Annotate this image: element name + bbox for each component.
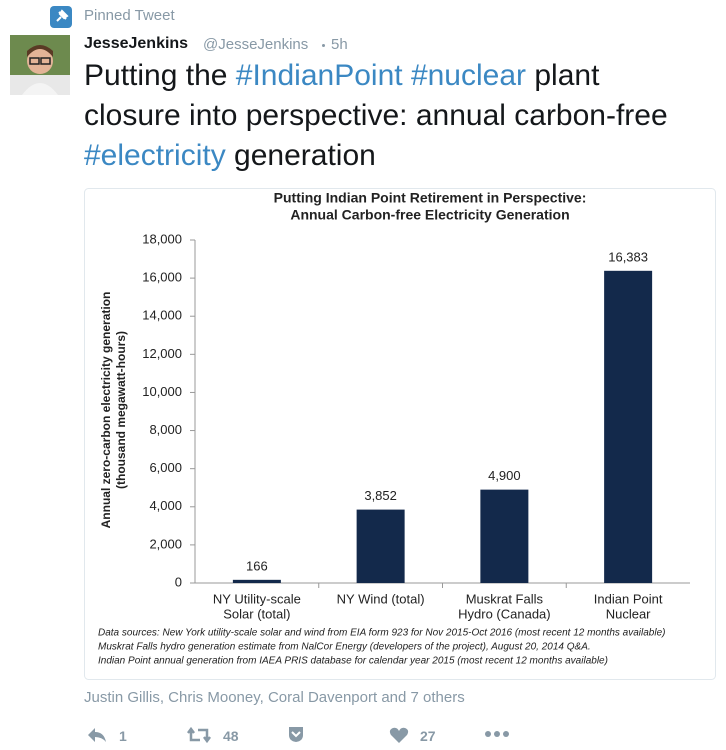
bar [480, 489, 529, 583]
y-tick-label: 16,000 [142, 270, 182, 285]
x-tick-label: Nuclear [606, 606, 651, 621]
author-handle[interactable]: @JesseJenkins [203, 36, 309, 53]
tweet-segment: Putting the [84, 59, 236, 92]
pinned-label: Pinned Tweet [84, 7, 175, 24]
like-icon[interactable] [388, 726, 410, 744]
bar [232, 579, 281, 583]
y-tick-label: 4,000 [149, 498, 182, 513]
reply-icon[interactable] [86, 726, 108, 744]
retweet-icon[interactable] [186, 726, 212, 744]
y-axis-label: (thousand megawatt-hours) [114, 331, 128, 489]
reply-count: 1 [119, 728, 127, 744]
chart-title: Annual Carbon-free Electricity Generatio… [290, 207, 569, 223]
value-label: 166 [246, 558, 268, 573]
timestamp[interactable]: 5h [331, 36, 348, 53]
retweet-count: 48 [223, 728, 239, 744]
x-tick-label: Muskrat Falls [466, 591, 544, 606]
value-label: 3,852 [364, 488, 397, 503]
bar [604, 270, 653, 583]
hashtag[interactable]: #IndianPoint [235, 59, 403, 92]
hashtag[interactable]: #electricity [84, 139, 226, 172]
bar [356, 509, 405, 583]
y-tick-label: 10,000 [142, 384, 182, 399]
likers[interactable]: Justin Gillis, Chris Mooney, Coral Daven… [84, 689, 465, 706]
x-tick-label: Indian Point [594, 591, 663, 606]
y-tick-label: 14,000 [142, 308, 182, 323]
x-tick-label: Hydro (Canada) [458, 606, 551, 621]
hashtag[interactable]: #nuclear [410, 59, 527, 92]
tweet-text: Putting the #IndianPoint #nuclear plant … [84, 56, 704, 176]
tweet-segment: plant closure into perspective: annual c… [84, 59, 668, 132]
author-name[interactable]: JesseJenkins [84, 35, 189, 52]
y-tick-label: 2,000 [149, 536, 182, 551]
source-note: Muskrat Falls hydro generation estimate … [98, 642, 591, 653]
y-tick-label: 0 [175, 574, 182, 589]
x-tick-label: NY Utility-scale [213, 591, 301, 606]
avatar[interactable] [10, 35, 70, 95]
more-icon[interactable] [484, 730, 512, 738]
source-note: Indian Point annual generation from IAEA… [98, 656, 608, 667]
dm-icon[interactable] [287, 725, 305, 743]
y-axis-label: Annual zero-carbon electricity generatio… [99, 292, 113, 529]
pin-icon [50, 6, 72, 28]
x-tick-label: Solar (total) [223, 606, 290, 621]
x-tick-label: NY Wind (total) [337, 591, 425, 606]
chart-title: Putting Indian Point Retirement in Persp… [274, 190, 587, 206]
chart: Putting Indian Point Retirement in Persp… [84, 188, 716, 680]
y-tick-label: 8,000 [149, 422, 182, 437]
separator [322, 44, 325, 47]
tweet-segment: generation [225, 139, 376, 172]
value-label: 16,383 [608, 249, 648, 264]
source-note: Data sources: New York utility-scale sol… [98, 628, 665, 639]
value-label: 4,900 [488, 468, 521, 483]
y-tick-label: 12,000 [142, 346, 182, 361]
y-tick-label: 6,000 [149, 460, 182, 475]
card [84, 188, 716, 680]
y-tick-label: 18,000 [142, 231, 182, 246]
like-count: 27 [420, 728, 436, 744]
